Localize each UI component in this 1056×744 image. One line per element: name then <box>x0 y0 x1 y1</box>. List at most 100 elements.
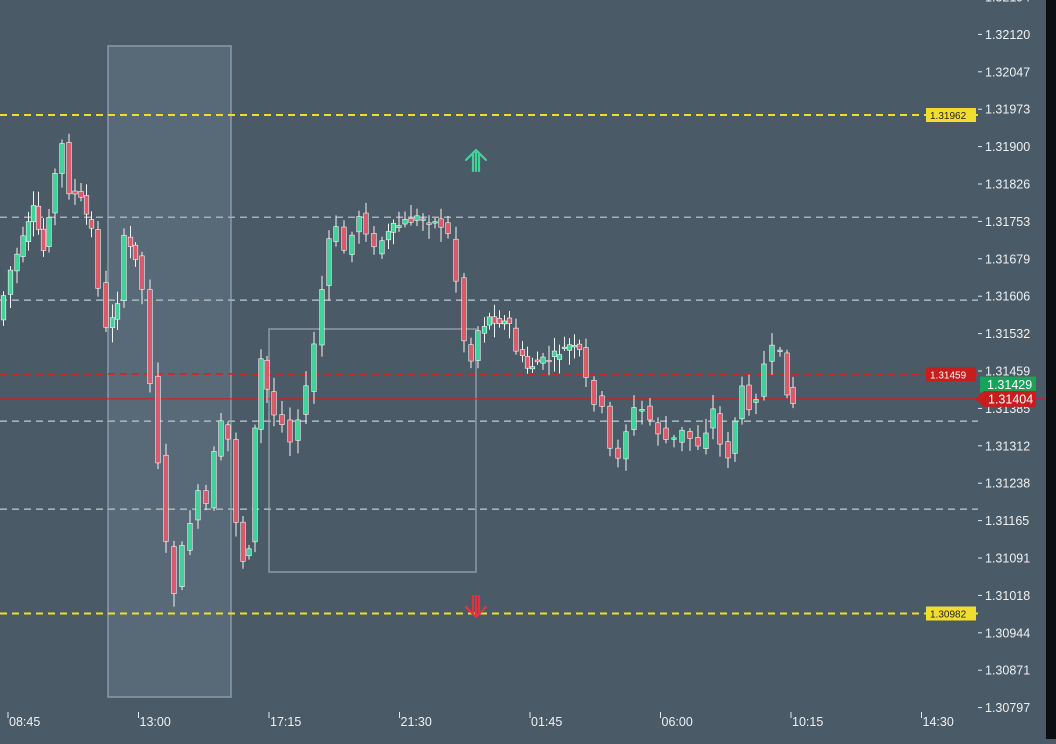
candle-body <box>583 347 589 378</box>
y-tick-label: 1.31753 <box>985 215 1030 229</box>
x-tick-label: 06:00 <box>662 715 693 729</box>
candle-body <box>20 235 26 257</box>
candle-body <box>233 439 239 523</box>
candle-body <box>623 431 629 460</box>
candle-body <box>445 222 451 234</box>
candle-body <box>703 432 709 449</box>
x-tick-label: 21:30 <box>401 715 432 729</box>
candle-body <box>7 269 14 295</box>
candle-body <box>556 354 563 360</box>
candle-body <box>746 384 752 411</box>
candle-body <box>258 358 264 430</box>
candle-body <box>271 391 277 416</box>
candle-body <box>687 431 693 439</box>
candle-body <box>753 399 759 403</box>
candle-body <box>211 451 217 509</box>
candle-body <box>371 233 377 248</box>
candle-body <box>647 405 653 421</box>
y-tick-label: 1.31165 <box>985 514 1029 528</box>
candle-body <box>30 205 37 223</box>
x-tick-label: 01:45 <box>531 715 562 729</box>
candle-body <box>356 216 362 233</box>
candle-body <box>679 429 685 443</box>
candle-body <box>78 191 84 198</box>
y-tick-label: 1.31091 <box>985 552 1030 566</box>
x-tick-label: 10:15 <box>792 715 823 729</box>
candle-body <box>385 231 392 241</box>
candle-body <box>35 205 42 230</box>
candle-body <box>561 346 568 349</box>
y-tick-label: 1.31826 <box>985 178 1030 192</box>
candle-body <box>438 218 444 228</box>
price-tag <box>980 376 1036 393</box>
candle-body <box>379 240 385 255</box>
candle-body <box>655 422 661 435</box>
candle-body <box>402 218 408 225</box>
candle-body <box>519 349 526 356</box>
y-tick-label: 1.30797 <box>985 701 1030 715</box>
candle-body <box>631 407 637 430</box>
candle-body <box>88 219 95 229</box>
candle-body <box>83 195 90 215</box>
candle-body <box>599 395 605 407</box>
candle-body <box>240 521 246 562</box>
candle-body <box>103 282 109 328</box>
candle-body <box>546 360 552 363</box>
candle-body <box>695 436 701 447</box>
candle-body <box>46 217 52 248</box>
x-tick-label: 14:30 <box>923 715 954 729</box>
candle-body <box>491 316 498 324</box>
y-tick-label: 1.30871 <box>985 664 1030 678</box>
candle-body <box>607 405 613 449</box>
candle-body <box>59 143 65 174</box>
y-tick-label: 1.30944 <box>985 626 1030 640</box>
candle-body <box>432 221 438 224</box>
y-tick-label: 1.32194 <box>985 0 1030 5</box>
y-tick-label: 1.31973 <box>985 103 1030 117</box>
candle-body <box>534 359 541 363</box>
candle-body <box>171 546 177 594</box>
candle-body <box>52 173 58 214</box>
candles <box>0 133 796 607</box>
candle-body <box>481 326 488 334</box>
candle-body <box>390 222 397 233</box>
candle-body <box>203 490 209 504</box>
candle-body <box>710 408 716 429</box>
candle-body <box>349 234 355 255</box>
price-tag <box>926 367 976 382</box>
candle-body <box>127 236 134 247</box>
y-tick-label: 1.31900 <box>985 140 1030 154</box>
candle-body <box>179 545 185 587</box>
arrow-down-icon <box>464 594 488 619</box>
candle-body <box>453 238 459 282</box>
price-tag-label: 1.31459 <box>930 370 967 381</box>
candle-body <box>426 222 432 225</box>
candle-body <box>475 330 481 361</box>
candle-body <box>72 190 78 195</box>
y-tick-label: 1.31238 <box>985 477 1030 491</box>
candle-body <box>279 414 285 425</box>
candle-body <box>303 385 309 415</box>
price-tag <box>975 390 1036 407</box>
x-tick-label: 17:15 <box>270 715 301 729</box>
candle-body <box>732 421 738 454</box>
candle-body <box>121 234 127 301</box>
candle-body <box>790 386 796 404</box>
candle-body <box>311 343 317 392</box>
candle-body <box>163 454 169 542</box>
candle-body <box>663 427 669 440</box>
candle-body <box>524 356 531 369</box>
candle-body <box>187 523 193 551</box>
arrow-up-icon <box>464 148 488 173</box>
candle-body <box>717 413 723 445</box>
candle-body <box>396 225 402 228</box>
y-tick-label: 1.31312 <box>985 439 1030 453</box>
candle-body <box>486 316 493 326</box>
candle-body <box>319 289 325 346</box>
candle-body <box>496 318 503 324</box>
y-tick-label: 1.32047 <box>985 65 1030 79</box>
candle-body <box>784 352 790 396</box>
x-axis: 08:45 13:00 17:15 21:30 01:45 06:00 10:15 14:30 <box>7 712 954 729</box>
